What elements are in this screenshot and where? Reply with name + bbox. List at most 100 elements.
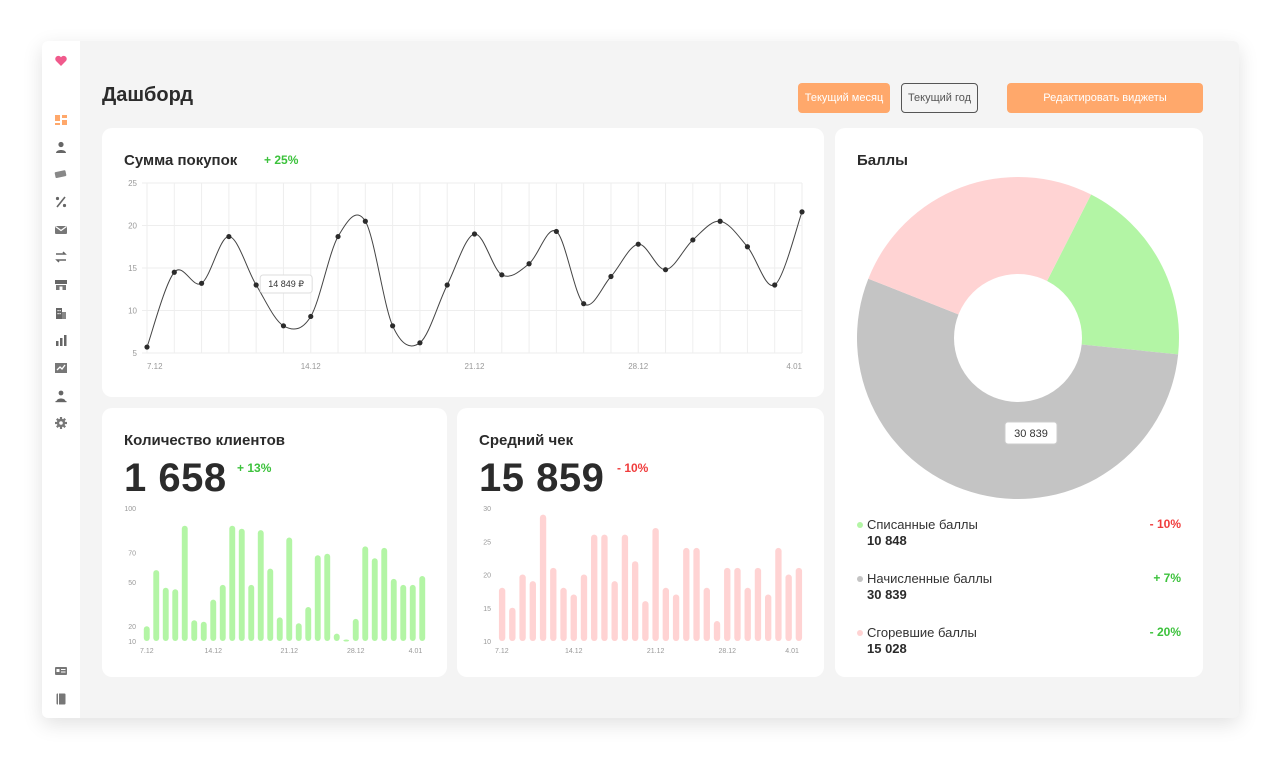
data-point — [526, 261, 532, 267]
bar — [601, 534, 608, 641]
bar-chart-icon[interactable] — [51, 330, 71, 350]
bar — [580, 574, 588, 641]
data-point — [280, 323, 287, 329]
legend-value: 15 028 — [867, 641, 907, 656]
mail-icon[interactable] — [51, 220, 71, 240]
bar — [314, 555, 321, 641]
x-tick-label: 28.12 — [347, 648, 365, 655]
user-icon[interactable] — [51, 137, 71, 157]
bar — [248, 584, 255, 641]
legend-delta: - 20% — [1149, 625, 1181, 639]
id-card-icon[interactable] — [51, 661, 71, 681]
store-icon[interactable] — [51, 275, 71, 295]
tooltip-box — [1004, 421, 1058, 445]
bar — [229, 525, 236, 641]
edit-widgets-button[interactable]: Редактировать виджеты — [1007, 83, 1203, 113]
data-point — [799, 209, 805, 215]
donut-tooltip: 30 839 — [1004, 421, 1058, 445]
data-point — [335, 233, 341, 240]
bar — [519, 574, 526, 641]
points-card: Баллы 30 839 Списанные баллы 10 848 - 10… — [835, 128, 1203, 677]
current-month-button[interactable]: Текущий месяц — [798, 83, 890, 113]
clients-title: Количество клиентов — [124, 432, 285, 449]
x-tick-label: 21.12 — [280, 648, 298, 655]
data-point — [198, 280, 205, 286]
bar — [400, 584, 407, 641]
purchases-card: Сумма покупок + 25% 5 10 15 20 25 7.12 14.12 21… — [102, 128, 824, 397]
gear-icon[interactable] — [51, 413, 71, 433]
bar — [529, 581, 536, 641]
x-tick-label: 7.12 — [495, 648, 509, 655]
bar — [210, 599, 217, 641]
bar — [765, 594, 772, 641]
bar — [775, 547, 782, 641]
app-window: Дашборд Текущий месяц Текущий год Редакт… — [42, 41, 1239, 718]
legend-delta: + 7% — [1153, 571, 1181, 585]
current-year-button[interactable]: Текущий год — [901, 83, 978, 113]
bar — [419, 575, 426, 641]
tooltip-box — [259, 274, 313, 294]
data-point — [144, 344, 150, 350]
legend-name: Начисленные баллы — [867, 571, 993, 586]
transfer-icon[interactable] — [51, 247, 71, 267]
bar — [172, 589, 179, 641]
purchases-line-chart: 5 10 15 20 25 7.12 14.12 21.12 28.12 4.01 14 849 ₽ — [128, 179, 805, 371]
legend-value: 10 848 — [867, 533, 907, 548]
bar — [200, 621, 207, 641]
tooltip-text: 14 849 ₽ — [268, 279, 304, 289]
main-content: Дашборд Текущий месяц Текущий год Редакт… — [80, 41, 1239, 718]
clients-card: Количество клиентов 1 658 + 13% 10 20 50 70… — [102, 408, 447, 677]
data-point — [581, 301, 587, 307]
bar — [550, 567, 557, 641]
y-tick-label: 20 — [483, 573, 491, 580]
building-icon[interactable] — [51, 303, 71, 323]
legend-dot — [857, 630, 863, 636]
bar — [381, 547, 388, 641]
y-tick-label: 5 — [133, 349, 138, 358]
data-point — [635, 241, 641, 247]
bar — [153, 570, 160, 641]
sidebar — [42, 41, 80, 718]
logo-heart-icon[interactable] — [51, 51, 71, 71]
data-point — [471, 231, 478, 237]
y-tick-label: 10 — [128, 639, 136, 646]
bar — [785, 574, 792, 641]
percent-icon[interactable] — [51, 192, 71, 212]
bar — [672, 594, 680, 641]
legend-dot — [857, 576, 863, 582]
card-icon[interactable] — [51, 164, 71, 184]
points-title: Баллы — [857, 152, 908, 169]
bar — [591, 534, 598, 641]
y-tick-label: 30 — [483, 506, 491, 513]
bar — [642, 601, 649, 641]
x-tick-label: 14.12 — [565, 648, 583, 655]
bar — [724, 567, 731, 641]
data-point — [690, 237, 696, 243]
data-point — [717, 218, 723, 224]
y-tick-label: 10 — [483, 639, 491, 646]
avg-check-value: 15 859 — [479, 456, 605, 500]
chart-check-icon[interactable] — [51, 358, 71, 378]
bar — [390, 578, 397, 641]
purchases-delta: + 25% — [264, 153, 299, 167]
x-tick-label: 7.12 — [147, 362, 163, 371]
x-tick-label: 21.12 — [464, 362, 485, 371]
bar — [143, 626, 150, 641]
y-tick-label: 70 — [128, 550, 136, 557]
legend-name: Сгоревшие баллы — [867, 625, 977, 640]
purchases-title: Сумма покупок — [124, 152, 238, 169]
x-tick-label: 4.01 — [786, 362, 802, 371]
book-icon[interactable] — [51, 689, 71, 709]
x-tick-label: 4.01 — [409, 648, 423, 655]
dashboard-icon[interactable] — [51, 110, 71, 130]
bar — [286, 537, 293, 641]
bar — [238, 528, 245, 641]
data-point — [308, 313, 314, 320]
bar — [362, 546, 369, 641]
person-icon[interactable] — [51, 386, 71, 406]
bar — [754, 567, 762, 641]
bar — [498, 587, 506, 641]
data-point — [171, 269, 177, 275]
bar — [276, 617, 283, 641]
legend-item-burned: Сгоревшие баллы 15 028 - 20% — [857, 625, 1181, 659]
